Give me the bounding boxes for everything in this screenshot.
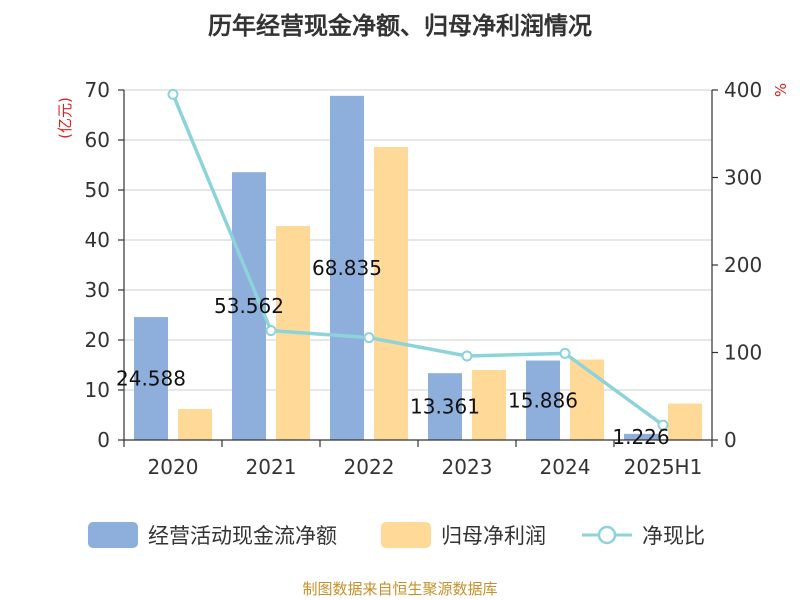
left-axis-tick-label: 50 <box>85 178 110 202</box>
right-axis-tick-label: 400 <box>724 78 762 102</box>
x-axis-tick-label: 2025H1 <box>624 455 703 479</box>
bar-series <box>134 95 702 440</box>
source-note: 制图数据来自恒生聚源数据库 <box>302 580 498 598</box>
line-point <box>265 325 277 337</box>
x-axis-tick-label: 2022 <box>344 455 395 479</box>
grid-lines <box>124 89 712 391</box>
bar <box>178 409 212 440</box>
data-label: 53.562 <box>214 294 284 318</box>
left-axis-tick-label: 10 <box>85 378 110 402</box>
right-axis-unit-label: % <box>772 83 790 97</box>
left-axis-tick-label: 40 <box>85 228 110 252</box>
left-axis-tick-label: 60 <box>85 128 110 152</box>
line-point <box>461 350 473 362</box>
line-point <box>167 88 179 100</box>
bar <box>330 95 364 440</box>
legend-label: 归母净利润 <box>441 524 546 548</box>
legend-swatch <box>88 522 138 548</box>
bar <box>570 359 604 440</box>
left-axis-unit-label: (亿元) <box>56 97 74 139</box>
data-label: 1.226 <box>612 425 669 449</box>
line-series <box>167 88 669 431</box>
x-axis-tick-label: 2021 <box>246 455 297 479</box>
right-axis-tick-label: 0 <box>724 428 737 452</box>
legend-label: 净现比 <box>642 524 705 548</box>
left-axis-tick-label: 20 <box>85 328 110 352</box>
left-axis-tick-label: 70 <box>85 78 110 102</box>
line-point <box>363 332 375 344</box>
bar <box>624 433 658 440</box>
legend-swatch <box>381 522 431 548</box>
bar <box>374 147 408 440</box>
legend-swatch-marker <box>597 525 617 545</box>
right-axis-tick-label: 100 <box>724 341 762 365</box>
data-label: 13.361 <box>410 395 480 419</box>
right-axis-tick-label: 300 <box>724 166 762 190</box>
bar <box>472 370 506 440</box>
data-labels: 24.588 53.562 68.835 13.361 15.886 1.226 <box>116 256 670 449</box>
line-point <box>657 419 669 431</box>
x-axis-tick-label: 2020 <box>148 455 199 479</box>
bar <box>526 360 560 440</box>
chart-title: 历年经营现金净额、归母净利润情况 <box>208 12 592 40</box>
bar <box>668 403 702 440</box>
left-axis-tick-label: 30 <box>85 278 110 302</box>
series-line <box>171 93 665 427</box>
left-axis-tick-label: 0 <box>97 428 110 452</box>
line-point <box>559 347 571 359</box>
legend-label: 经营活动现金流净额 <box>148 524 337 548</box>
x-axis-tick-label: 2024 <box>540 455 591 479</box>
data-label: 68.835 <box>312 256 382 280</box>
legend: 经营活动现金流净额 归母净利润 净现比 <box>88 522 705 548</box>
bar <box>134 317 168 440</box>
bar <box>428 373 462 440</box>
data-label: 24.588 <box>116 367 186 391</box>
axes: 0 10 20 30 40 50 60 70 0 100 200 300 400 (亿元)% 2020 202… <box>56 78 790 479</box>
x-axis-tick-label: 2023 <box>442 455 493 479</box>
right-axis-tick-label: 200 <box>724 253 762 277</box>
data-label: 15.886 <box>508 388 578 412</box>
